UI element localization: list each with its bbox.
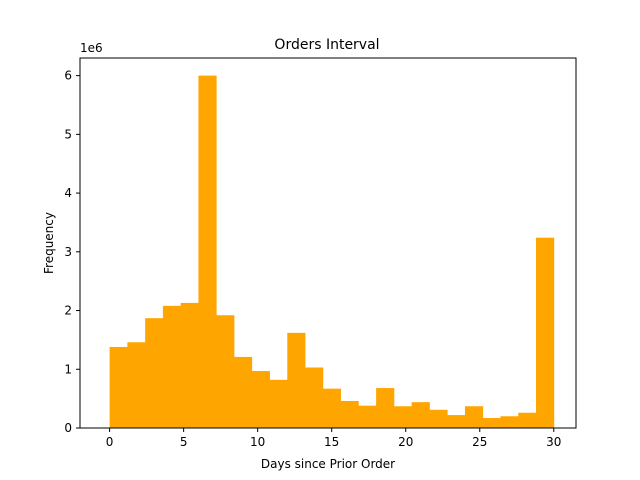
histogram-bar-21	[482, 418, 501, 428]
histogram-bar-11	[305, 367, 324, 428]
histogram-bar-3	[162, 305, 182, 428]
x-tick-label-3: 15	[324, 435, 339, 449]
histogram-bar-22	[500, 416, 519, 428]
y-tick-label-4: 4	[64, 186, 72, 200]
y-axis-ticks: 0 1 2 3 4 5 6	[64, 69, 80, 435]
histogram-bar-9	[269, 379, 288, 428]
histogram-bar-12	[322, 388, 341, 428]
y-axis-offset-label: 1e6	[80, 41, 103, 55]
histogram-bar-18	[429, 409, 448, 428]
y-tick-label-6: 6	[64, 69, 72, 83]
y-tick-label-3: 3	[64, 245, 72, 259]
histogram-bar-7	[233, 356, 253, 428]
histogram-bar-6	[216, 315, 235, 428]
histogram-bar-1	[127, 342, 146, 428]
histogram-bar-24	[536, 237, 555, 428]
y-tick-label-1: 1	[64, 362, 72, 376]
x-tick-label-4: 20	[398, 435, 413, 449]
histogram-bar-13	[340, 400, 359, 428]
bars-group	[109, 75, 555, 428]
y-axis-label: Frequency	[42, 212, 56, 274]
x-tick-label-0: 0	[106, 435, 114, 449]
histogram-bar-5	[198, 75, 217, 428]
histogram-bar-2	[145, 318, 164, 428]
x-tick-label-1: 5	[180, 435, 188, 449]
y-tick-label-5: 5	[64, 127, 72, 141]
y-tick-label-2: 2	[64, 304, 72, 318]
x-axis-ticks: 0 5 10 15 20 25 30	[106, 428, 561, 449]
histogram-bar-4	[180, 302, 199, 428]
x-tick-label-2: 10	[250, 435, 265, 449]
plot-frame	[79, 57, 577, 429]
x-tick-label-5: 25	[472, 435, 487, 449]
histogram-bar-0	[109, 346, 128, 428]
histogram-bar-20	[464, 406, 484, 428]
histogram-bar-19	[447, 415, 466, 428]
histogram-bar-14	[358, 405, 377, 428]
histogram-bar-15	[376, 388, 395, 428]
histogram-bar-16	[393, 406, 413, 428]
y-tick-label-0: 0	[64, 421, 72, 435]
histogram-bar-8	[251, 371, 270, 428]
histogram-bar-17	[411, 402, 430, 428]
chart-title: Orders Interval	[274, 37, 379, 53]
x-tick-label-6: 30	[546, 435, 561, 449]
histogram-bar-23	[518, 412, 537, 428]
histogram-bar-10	[287, 332, 306, 428]
x-axis-label: Days since Prior Order	[261, 457, 395, 471]
